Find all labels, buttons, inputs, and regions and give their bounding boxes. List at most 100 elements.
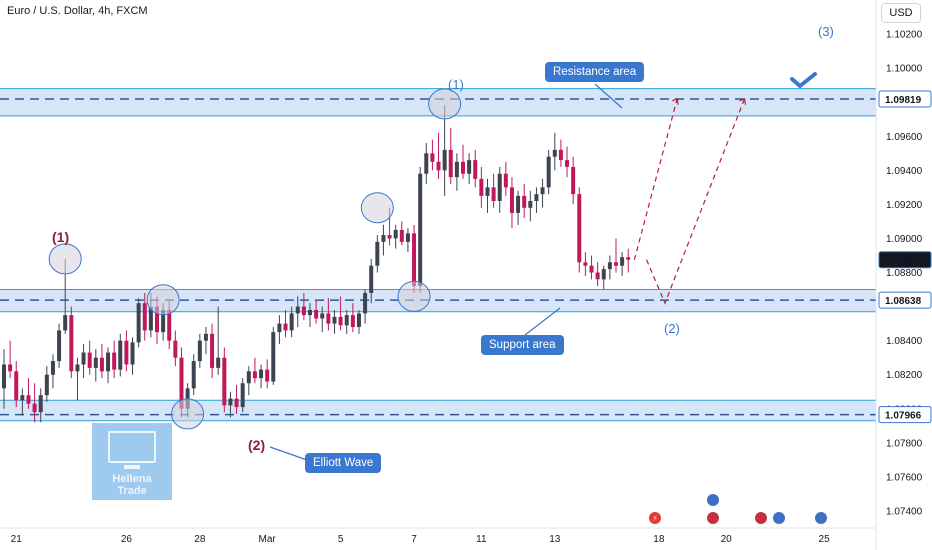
candle-body [50,361,55,375]
eu-flag-icon[interactable] [707,494,719,506]
x-tick-label: 20 [721,534,733,545]
projection-arrowhead [671,97,679,105]
candle-body [595,272,600,280]
x-tick-label: 18 [653,534,665,545]
y-tick-label: 1.10200 [886,30,923,41]
candle-body [516,195,521,213]
us-flag-icon-2[interactable] [755,512,767,524]
candle-body [454,161,459,178]
resistance-area-callout[interactable]: Resistance area [545,62,645,82]
monitor-icon [108,431,156,463]
candle-body [363,292,368,314]
resistance-pointer [594,83,623,109]
support-circle-b [397,280,431,312]
lower-zone [0,400,876,421]
candle-body [583,262,588,266]
price-tag [878,291,932,309]
candle-body [112,352,117,370]
checkmark-icon [790,72,817,88]
wave-1-top-label: (1) [448,77,464,92]
x-tick-label: 28 [194,534,206,545]
logo-line2: Trade [117,485,147,497]
candle-body [271,332,276,382]
candle-body [197,340,202,362]
currency-button[interactable]: USD [881,3,921,23]
candle-body [228,398,233,406]
candle-body [577,194,582,263]
candle-body [155,306,159,333]
candle-body [57,330,62,362]
symbol-title[interactable]: Euro / U.S. Dollar, 4h, FXCM [7,5,148,17]
projection-path-1 [633,98,678,260]
candle-body [375,241,380,266]
candle-body [503,173,508,188]
candle-body [87,352,92,368]
support-area-callout[interactable]: Support area [481,335,564,355]
candle-body [2,364,6,389]
candle-body [326,313,331,324]
price-tag-label: 1.07966 [885,411,922,422]
wave-2-right-label: (2) [664,321,680,336]
candle-body [277,323,282,333]
elliott-wave-callout[interactable]: Elliott Wave [305,453,382,473]
candle-body [418,173,423,287]
candle-body [601,269,606,280]
candle-body [356,313,361,328]
candle-body [118,340,123,370]
candle-body [148,306,153,331]
candle-body [75,364,80,372]
candle-body [479,178,484,196]
candle-body [528,200,533,208]
candle-body [589,265,594,273]
y-tick-label: 1.10000 [886,64,923,75]
x-tick-label: 26 [121,534,133,545]
wave-3-label: (3) [818,24,834,39]
candle-body [63,315,68,331]
candle-body [534,194,539,201]
candle-body [491,187,496,201]
x-tick-label: 13 [549,534,561,545]
lightning-event-icon[interactable]: ⚡ [649,512,661,524]
candle-body [124,340,129,365]
price-tag-label: 1.08638 [885,296,922,307]
price-tag-label: 1.09819 [885,95,922,106]
candle-body [620,257,625,266]
price-tag [878,251,932,269]
wave-1-left-label: (1) [52,229,70,245]
candle-body [20,395,25,401]
x-tick-label: 11 [476,534,487,545]
eu-flag-icon-3[interactable] [815,512,827,524]
candle-body [430,153,435,162]
x-tick-label: Mar [259,534,277,545]
y-tick-label: 1.08200 [886,370,923,381]
candle-body [99,357,104,372]
candle-body [265,369,270,382]
candle-body [26,395,31,404]
candle-body [173,340,178,358]
candle-body [130,342,135,365]
candle-body [136,303,141,343]
circle-mid [360,192,394,224]
eu-flag-icon-2[interactable] [773,512,785,524]
candle-body [369,265,374,293]
candle-body [399,229,404,242]
price-tag [878,90,932,108]
us-flag-icon[interactable] [707,512,719,524]
candle-body [405,233,410,242]
y-tick-label: 1.08800 [886,268,923,279]
candle-body [467,160,472,174]
candle-body [38,395,43,413]
y-tick-label: 1.08400 [886,336,923,347]
candle-body [222,357,227,406]
candle-body [509,187,514,213]
candle-body [314,309,319,319]
candle-body [14,371,19,401]
candle-body [246,371,251,384]
candle-body [338,316,343,326]
candle-body [522,195,527,208]
candle-body [81,352,86,365]
candle-body [558,149,563,161]
y-tick-label: 1.09600 [886,132,923,143]
candle-body [552,149,557,157]
